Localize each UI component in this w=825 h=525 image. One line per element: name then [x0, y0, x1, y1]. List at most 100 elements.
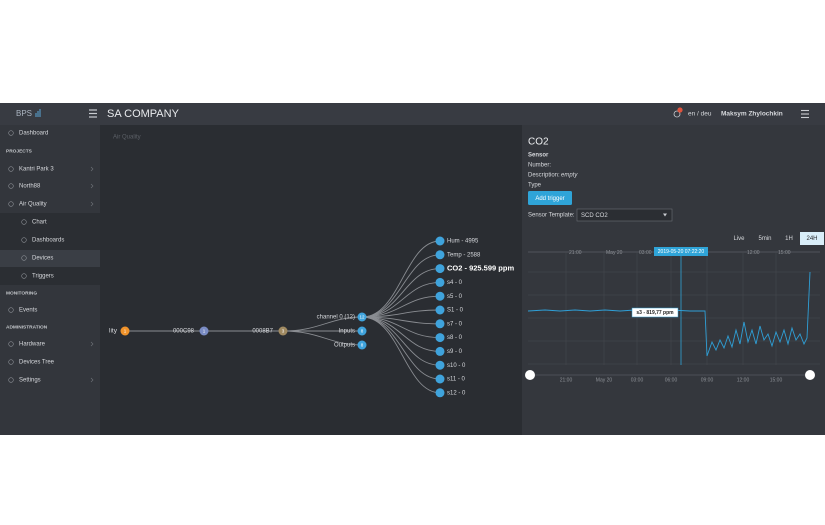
- panel-title: CO2: [528, 137, 549, 148]
- branch-label[interactable]: channel 0 (12): [317, 315, 355, 321]
- device-node[interactable]: [199, 326, 209, 336]
- leaf-label[interactable]: s10 - 0: [447, 363, 466, 369]
- top-tick-label: 12:00: [747, 250, 760, 256]
- leaf-node[interactable]: [435, 305, 445, 315]
- template-value[interactable]: SCD CO2: [581, 213, 608, 219]
- sidebar-item[interactable]: Hardware: [19, 342, 46, 348]
- bottom-tick-label: 15:00: [770, 377, 783, 383]
- root-badge: 1: [124, 328, 127, 333]
- leaf-label[interactable]: s9 - 0: [447, 349, 463, 355]
- sidebar-item[interactable]: Kantri Park 3: [19, 167, 54, 173]
- leaf-label[interactable]: s12 - 0: [447, 390, 466, 396]
- bottom-tick-label: 21:00: [560, 377, 573, 383]
- sidebar-icon: [8, 130, 14, 136]
- sidebar-icon: [8, 359, 14, 365]
- user-name[interactable]: Maksym Zhylochkin: [721, 111, 783, 118]
- leaf-node[interactable]: [435, 291, 445, 301]
- edge: [361, 240, 441, 318]
- edge: [282, 330, 363, 346]
- sidebar-item[interactable]: Devices Tree: [19, 360, 55, 366]
- leaf-node[interactable]: [435, 264, 445, 274]
- leaf-node[interactable]: [435, 236, 445, 246]
- language-switch[interactable]: en / deu: [688, 111, 712, 118]
- right-menu[interactable]: [801, 109, 809, 119]
- branch-node[interactable]: [357, 340, 367, 350]
- description-label: Description:: [528, 173, 560, 179]
- description-value: empty: [561, 173, 578, 179]
- root-node[interactable]: [120, 326, 130, 336]
- sidebar-item[interactable]: Devices: [32, 256, 53, 262]
- range-button[interactable]: 24H: [806, 236, 817, 242]
- sidebar-arrow: [90, 166, 94, 172]
- root-label[interactable]: lity: [109, 328, 118, 335]
- leaf-label[interactable]: s8 - 0: [447, 335, 463, 341]
- leaf-node[interactable]: [435, 333, 445, 343]
- edge: [361, 281, 441, 318]
- sidebar-item[interactable]: Dashboard: [19, 131, 48, 137]
- chart: s3 - 819,77 ppm 2019-05-20 07:22:20 21:0…: [525, 247, 820, 383]
- sidebar-icon: [8, 307, 14, 313]
- range-handle-right[interactable]: [805, 370, 815, 380]
- top-tick-label: 21:00: [569, 250, 582, 256]
- sidebar-item[interactable]: Triggers: [32, 274, 54, 280]
- branch-badge: 8: [361, 342, 364, 347]
- sidebar-item[interactable]: Settings: [19, 378, 41, 384]
- sidebar-item[interactable]: Events: [19, 308, 37, 314]
- leaf-label[interactable]: S1 - 0: [447, 308, 464, 314]
- number-label: Number:: [528, 163, 551, 169]
- notification-badge: [677, 107, 683, 113]
- crosshair-tooltip: [654, 247, 708, 256]
- leaf-label[interactable]: s5 - 0: [447, 294, 463, 300]
- leaf-label[interactable]: s7 - 0: [447, 321, 463, 327]
- add-trigger-button[interactable]: [528, 191, 572, 205]
- edge: [361, 254, 441, 318]
- bottom-tick-label: 06:00: [665, 377, 678, 383]
- sidebar-item[interactable]: Chart: [32, 220, 47, 226]
- leaf-label[interactable]: s11 - 0: [447, 377, 466, 383]
- range-button[interactable]: 5min: [758, 236, 771, 242]
- top-tick-label: 03:00: [639, 250, 652, 256]
- leaf-node[interactable]: [435, 277, 445, 287]
- company-name: SA COMPANY: [107, 108, 180, 120]
- sidebar-icon: [21, 255, 27, 261]
- device-label[interactable]: 0008B7: [252, 329, 273, 335]
- template-label: Sensor Template:: [528, 213, 575, 219]
- sidebar-arrow: [90, 183, 94, 189]
- leaf-label[interactable]: s4 - 0: [447, 280, 463, 286]
- device-node[interactable]: [278, 326, 288, 336]
- top-tick-label: 15:00: [778, 250, 791, 256]
- leaf-label[interactable]: Temp - 2588: [447, 252, 481, 258]
- sidebar-item[interactable]: Air Quality: [19, 202, 47, 208]
- top-bar: [0, 103, 825, 125]
- branch-label[interactable]: Inputs: [339, 329, 355, 335]
- sidebar-icon: [8, 166, 14, 172]
- leaf-node[interactable]: [435, 346, 445, 356]
- leaf-label[interactable]: CO2 - 925.599 ppm: [447, 264, 514, 273]
- sidebar-section: ADMINISTRATION: [6, 324, 48, 330]
- range-button[interactable]: 1H: [785, 236, 793, 242]
- notification-bell[interactable]: [673, 110, 681, 118]
- sidebar-item[interactable]: Dashboards: [32, 238, 64, 244]
- add-trigger-label[interactable]: Add trigger: [535, 196, 564, 202]
- range-button-active[interactable]: [800, 232, 824, 245]
- leaf-node[interactable]: [435, 319, 445, 329]
- sidebar-item[interactable]: North88: [19, 184, 41, 190]
- branch-node[interactable]: [357, 326, 367, 336]
- leaf-node[interactable]: [435, 250, 445, 260]
- device-label[interactable]: 000C98: [173, 329, 195, 335]
- point-tooltip-label: s3 - 819,77 ppm: [636, 310, 674, 316]
- template-select[interactable]: [576, 208, 673, 222]
- leaf-node[interactable]: [435, 388, 445, 398]
- range-button[interactable]: Live: [733, 236, 745, 242]
- leaf-node[interactable]: [435, 360, 445, 370]
- branch-node[interactable]: [357, 312, 367, 322]
- crosshair-tooltip-label: 2019-05-20 07:22:20: [658, 249, 705, 255]
- sidebar-icon: [8, 201, 14, 207]
- leaf-label[interactable]: Hum - 4995: [447, 239, 479, 245]
- menu-toggle[interactable]: [89, 109, 97, 118]
- edge: [361, 268, 441, 318]
- leaf-node[interactable]: [435, 374, 445, 384]
- branch-label[interactable]: Outputs: [334, 343, 355, 349]
- sidebar-icon: [21, 219, 27, 225]
- range-handle-left[interactable]: [525, 370, 535, 380]
